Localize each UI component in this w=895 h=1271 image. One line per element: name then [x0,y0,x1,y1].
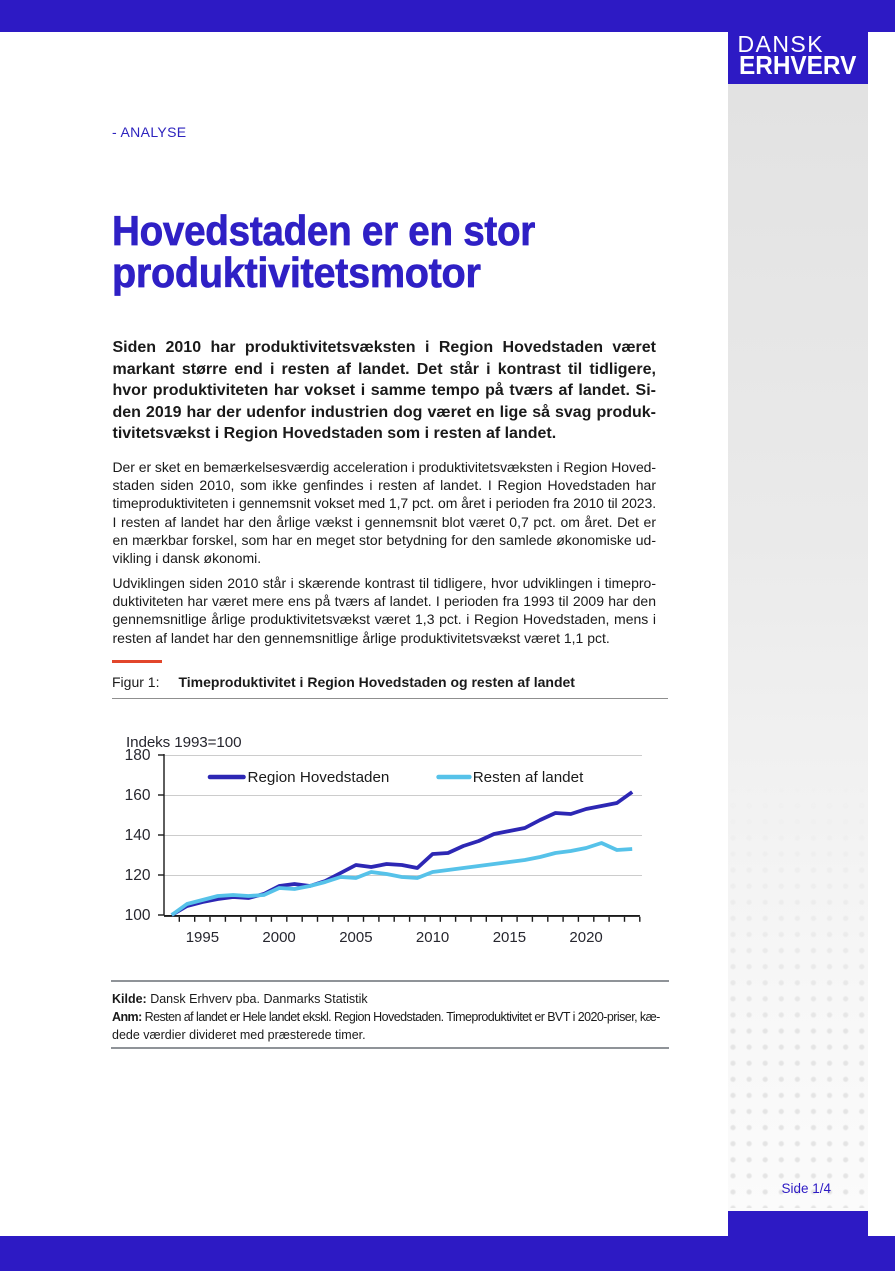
svg-text:2005: 2005 [339,929,372,946]
svg-text:Region Hovedstaden: Region Hovedstaden [248,769,390,786]
svg-text:140: 140 [125,827,151,844]
svg-text:100: 100 [125,907,151,924]
svg-text:2010: 2010 [416,929,449,946]
svg-text:2000: 2000 [262,929,295,946]
svg-text:2015: 2015 [493,929,526,946]
svg-text:160: 160 [125,787,151,804]
svg-text:180: 180 [125,747,151,764]
svg-text:2020: 2020 [569,929,602,946]
svg-text:Resten af landet: Resten af landet [473,769,584,786]
svg-text:Indeks 1993=100: Indeks 1993=100 [126,734,241,751]
svg-text:120: 120 [125,867,151,884]
svg-text:1995: 1995 [186,929,219,946]
